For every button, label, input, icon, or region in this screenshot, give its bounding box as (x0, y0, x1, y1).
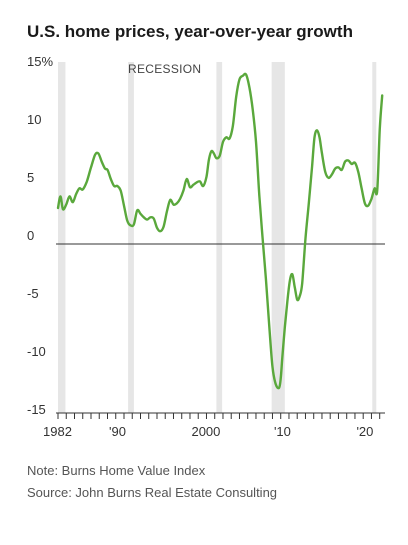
series-line-home-price-growth (56, 72, 384, 390)
chart-title: U.S. home prices, year-over-year growth (27, 22, 353, 41)
y-tick-label: -5 (27, 286, 39, 301)
x-tick-label: '90 (109, 424, 126, 439)
chart-source: Source: John Burns Real Estate Consultin… (27, 485, 278, 500)
recession-band-3 (216, 62, 223, 413)
x-tick-label: '10 (274, 424, 291, 439)
y-tick-label: -15 (27, 402, 46, 417)
recession-label: RECESSION (128, 62, 201, 76)
y-axis-ticks: 15% 10 5 0 -5 -10 -15 (27, 54, 53, 417)
y-tick-label: 0 (27, 228, 34, 243)
y-tick-label: 15% (27, 54, 53, 69)
recession-band-2 (128, 62, 134, 413)
recession-band-4 (271, 62, 285, 413)
y-tick-label: 5 (27, 170, 34, 185)
x-tick-label: '20 (356, 424, 373, 439)
line-chart: RECESSION 15% 10 5 0 -5 -10 -15 1982 '90 2000 '10… (27, 54, 385, 439)
x-axis-ticks: 1982 '90 2000 '10 '20 (43, 413, 381, 439)
chart-note: Note: Burns Home Value Index (27, 463, 206, 478)
x-tick-label: 2000 (191, 424, 220, 439)
recession-bands (58, 62, 377, 413)
y-tick-label: 10 (27, 112, 41, 127)
y-tick-label: -10 (27, 344, 46, 359)
x-tick-label: 1982 (43, 424, 72, 439)
recession-band-5 (372, 62, 377, 413)
recession-band-1 (58, 62, 66, 413)
